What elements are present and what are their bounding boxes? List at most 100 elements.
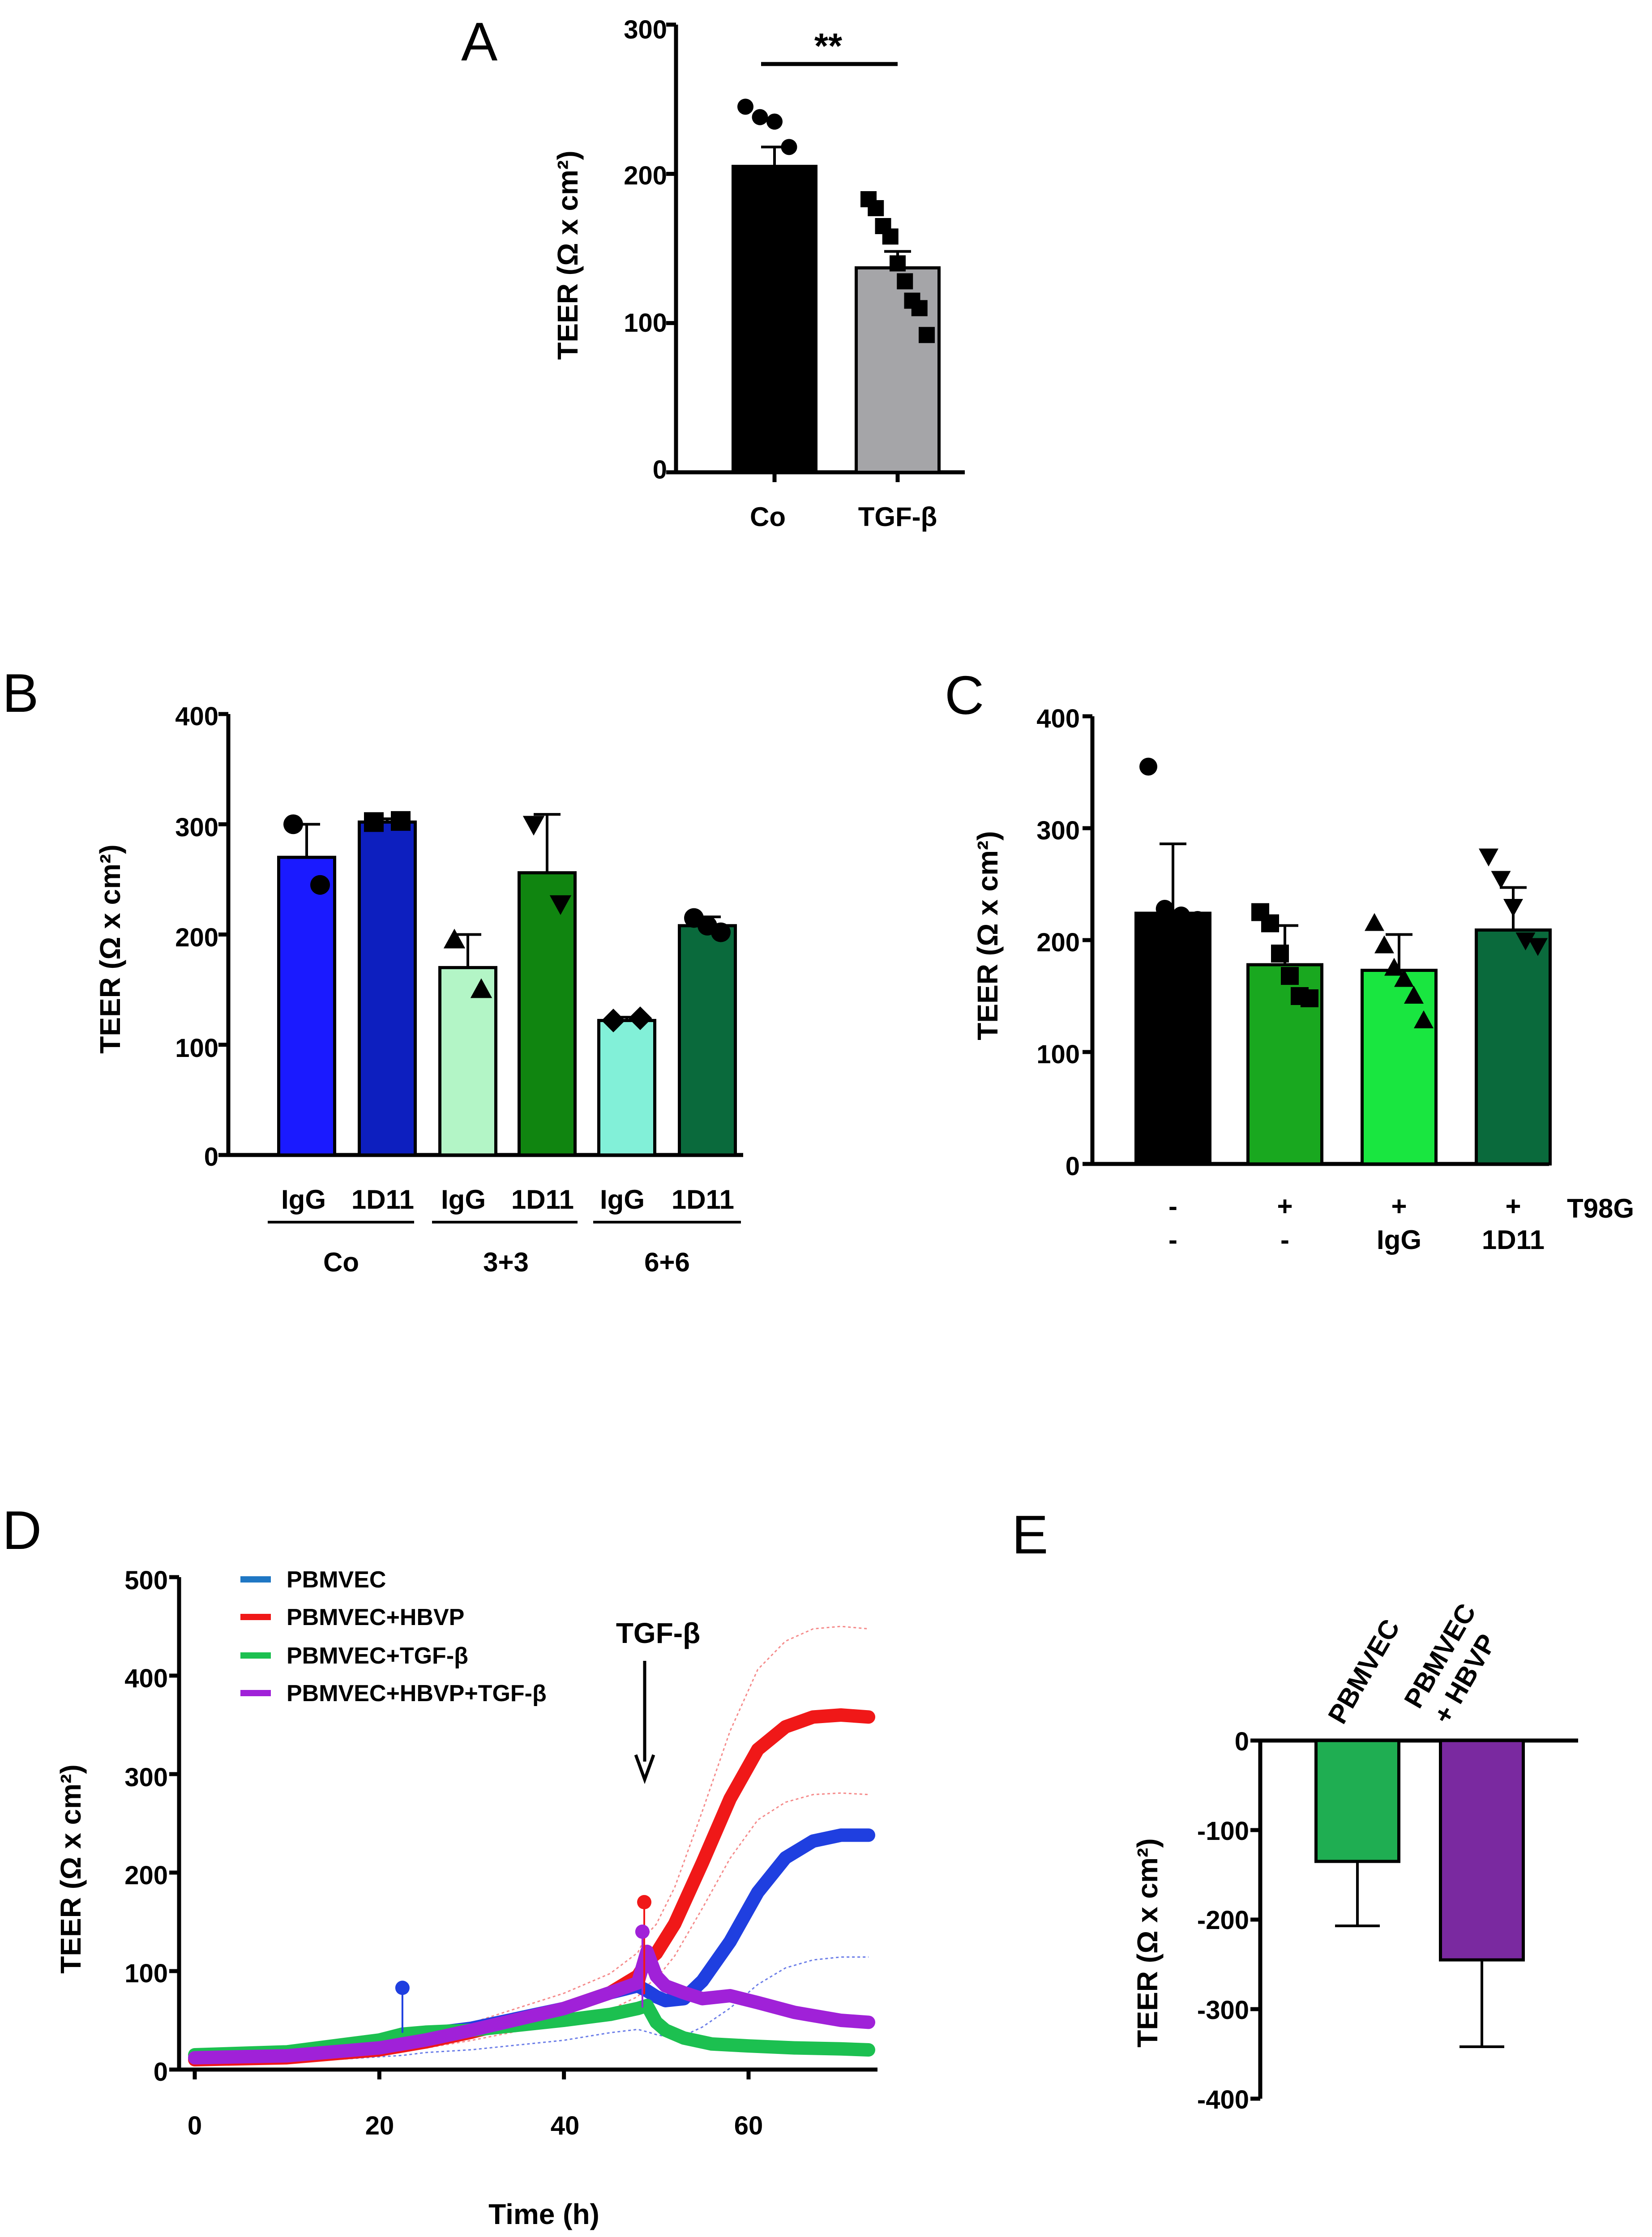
panel-e-plot	[1250, 1738, 1578, 2101]
panel-e-category-1: PBMVEC	[1322, 1614, 1405, 1729]
panel-b-point	[310, 875, 330, 895]
panel-d-series-line-4	[188, 1945, 875, 2065]
panel-b-point	[549, 895, 572, 915]
panel-c-row2-1: -	[1168, 1225, 1177, 1255]
panel-c-row2-3: IgG	[1377, 1225, 1421, 1255]
legend-label-pbmvec-hbvp: PBMVEC+HBVP	[287, 1604, 464, 1630]
panel-a-ytick-200: 200	[624, 161, 667, 190]
panel-c-bar-3	[1361, 969, 1438, 1166]
panel-e-ytick-neg100: -100	[1197, 1817, 1249, 1846]
panel-c-plot	[1083, 714, 1552, 1166]
panel-d-plot	[169, 1575, 877, 2079]
panel-c-point	[1139, 757, 1157, 776]
panel-b-point	[443, 928, 466, 949]
panel-a-point	[897, 273, 913, 290]
panel-label-c: C	[945, 665, 984, 726]
panel-d-legend: PBMVEC PBMVEC+HBVP PBMVEC+TGF-β PBMVEC+H…	[240, 1567, 547, 1707]
panel-e-ytick-neg200: -200	[1197, 1906, 1249, 1935]
panel-a: A TEER (Ω x cm²) 0 100 200 300 Co TGF-β …	[461, 11, 937, 532]
panel-b-xlabel-4: 1D11	[511, 1185, 574, 1215]
panel-d-spike-point-3	[635, 1925, 650, 1939]
panel-b-point	[522, 816, 545, 836]
panel-b-point	[601, 1009, 625, 1032]
panel-d-spike-point-2	[637, 1895, 652, 1909]
panel-d-xlabel: Time (h)	[488, 2198, 599, 2230]
panel-c-ytick-0: 0	[1066, 1152, 1080, 1181]
panel-b: B TEER (Ω x cm²) 0 100 200 300 400 IgG 1…	[2, 663, 741, 1277]
panel-b-xlabels: IgG 1D11 IgG 1D11 IgG 1D11	[281, 1185, 734, 1215]
panel-c-row1-1: -	[1168, 1191, 1177, 1221]
panel-c-row2: - - IgG 1D11	[1168, 1225, 1545, 1255]
panel-c-point	[1261, 914, 1279, 932]
panel-a-yticks: 0 100 200 300	[624, 15, 667, 484]
legend-label-pbmvec-tgf: PBMVEC+TGF-β	[287, 1643, 468, 1669]
panel-c-point	[1365, 913, 1384, 931]
panel-b-ytick-400: 400	[175, 702, 218, 731]
panel-c-row1-3: +	[1391, 1191, 1407, 1221]
panel-a-point	[882, 228, 899, 245]
panel-b-point	[364, 812, 384, 832]
panel-label-d: D	[2, 1500, 42, 1561]
panel-d-ytick-300: 300	[124, 1763, 168, 1792]
panel-b-point	[283, 814, 303, 834]
panel-d-ytick-100: 100	[124, 1959, 168, 1988]
panel-a-point	[868, 200, 884, 216]
panel-a-ylabel: TEER (Ω x cm²)	[552, 150, 584, 359]
panel-a-point	[766, 113, 783, 130]
panel-c-point	[1384, 958, 1404, 976]
panel-b-point	[391, 811, 411, 831]
panel-b-point	[628, 1006, 652, 1031]
panel-a-point	[752, 109, 768, 125]
panel-c-point	[1374, 935, 1394, 954]
panel-c-point	[1172, 907, 1190, 924]
panel-b-xlabel-2: 1D11	[351, 1185, 414, 1215]
panel-c-point	[1491, 871, 1511, 889]
panel-b-ytick-200: 200	[175, 923, 218, 952]
panel-c-point	[1156, 900, 1174, 918]
panel-a-xlabel-tgf: TGF-β	[858, 502, 937, 532]
panel-e-yticks: 0 -100 -200 -300 -400	[1197, 1727, 1249, 2114]
panel-c-point	[1189, 911, 1207, 929]
panel-c-point	[1515, 932, 1536, 950]
panel-a-point	[796, 166, 812, 182]
panel-d-ytick-0: 0	[154, 2057, 168, 2087]
panel-c-row1-tag: T98G	[1567, 1193, 1634, 1223]
panel-c-point	[1394, 969, 1414, 987]
chart-marks	[169, 22, 1578, 2101]
panel-c-point	[1404, 986, 1424, 1004]
panel-c-point	[1479, 848, 1498, 867]
panel-a-significance: **	[814, 26, 843, 66]
panel-a-xlabel-co: Co	[750, 502, 786, 532]
panel-label-e: E	[1012, 1504, 1048, 1565]
panel-b-ytick-100: 100	[175, 1034, 218, 1063]
panel-d-ylabel: TEER (Ω x cm²)	[55, 1764, 87, 1973]
panel-c-ytick-300: 300	[1036, 816, 1080, 845]
panel-c-point	[1281, 967, 1299, 985]
panel-c-ytick-100: 100	[1036, 1040, 1080, 1069]
panel-d-xtick-20: 20	[365, 2111, 394, 2140]
panel-b-point	[711, 922, 731, 942]
legend-label-pbmvec: PBMVEC	[287, 1567, 386, 1593]
panel-b-xlabel-1: IgG	[281, 1185, 326, 1215]
panel-c-row2-4: 1D11	[1482, 1225, 1545, 1255]
panel-b-group-33: 3+3	[483, 1247, 529, 1277]
panel-c: C TEER (Ω x cm²) 0 100 200 300 400 - + +…	[945, 665, 1634, 1255]
panel-e: E TEER (Ω x cm²) 0 -100 -200 -300 -400 P…	[1012, 1504, 1502, 2114]
panel-b-yticks: 0 100 200 300 400	[175, 702, 218, 1172]
panel-c-bar-4	[1475, 928, 1552, 1166]
panel-a-ytick-300: 300	[624, 15, 667, 44]
panel-c-row1-2: +	[1277, 1191, 1292, 1221]
panel-e-ytick-neg400: -400	[1197, 2085, 1249, 2114]
panel-c-bar-1	[1134, 911, 1211, 1166]
panel-a-ytick-100: 100	[624, 308, 667, 338]
panel-b-bar-6	[678, 924, 737, 1157]
panel-d-ytick-200: 200	[124, 1861, 168, 1890]
panel-d: D TEER (Ω x cm²) Time (h) 0 100 200 300 …	[2, 1500, 763, 2230]
panel-b-group-co: Co	[323, 1247, 359, 1277]
panel-a-bar-1	[732, 165, 817, 474]
panel-e-ylabel: TEER (Ω x cm²)	[1131, 1838, 1164, 2047]
panel-b-xlabel-5: IgG	[600, 1185, 645, 1215]
panel-d-xtick-40: 40	[551, 2111, 580, 2140]
panel-d-xtick-0: 0	[188, 2111, 202, 2140]
